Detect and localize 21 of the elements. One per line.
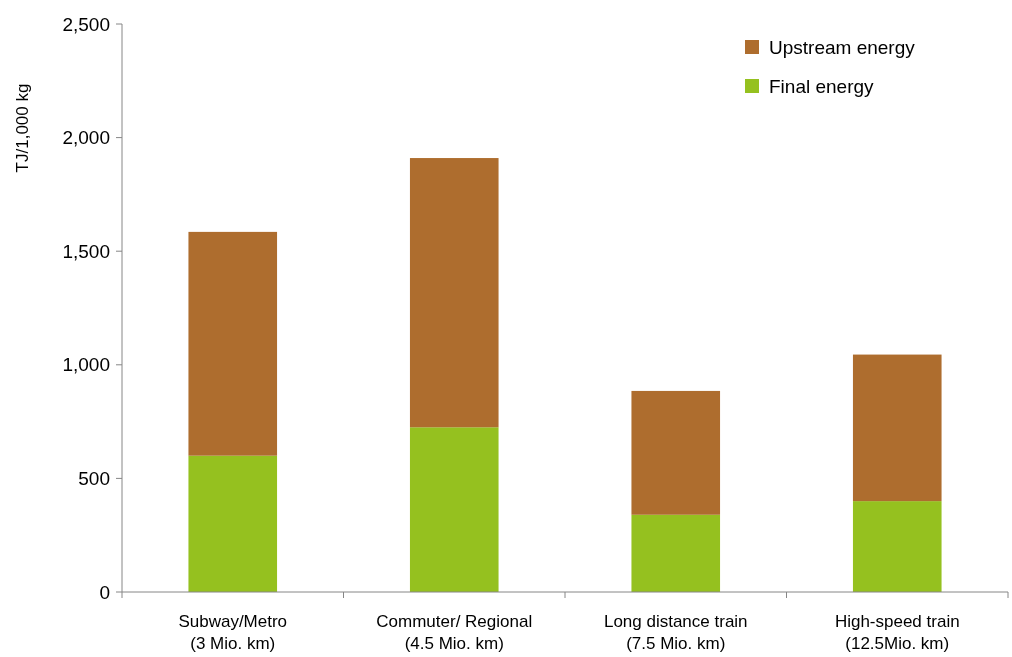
bar <box>188 455 278 592</box>
legend-label: Final energy <box>769 75 875 97</box>
y-tick-label: 1,500 <box>62 240 110 262</box>
y-tick-label: 0 <box>99 581 110 603</box>
legend-label: Upstream energy <box>769 36 916 58</box>
bar <box>852 354 942 502</box>
x-tick-label: High-speed train (12.5Mio. km) <box>834 612 960 653</box>
y-tick-label: 2,000 <box>62 127 110 149</box>
bar <box>188 231 278 456</box>
bar <box>409 427 499 592</box>
x-tick-label: Subway/Metro (3 Mio. km) <box>178 612 288 653</box>
y-tick-label: 500 <box>78 468 110 490</box>
y-tick-label: 1,000 <box>62 354 110 376</box>
bar <box>631 514 721 592</box>
bar <box>852 501 942 592</box>
y-tick-label: 2,500 <box>62 13 110 35</box>
bar <box>409 158 499 428</box>
bar <box>631 390 721 515</box>
x-tick-label: Long distance train (7.5 Mio. km) <box>603 612 748 653</box>
x-tick-label: Commuter/ Regional (4.5 Mio. km) <box>376 612 533 653</box>
y-axis-title: TJ/1,000 kg <box>13 83 32 173</box>
